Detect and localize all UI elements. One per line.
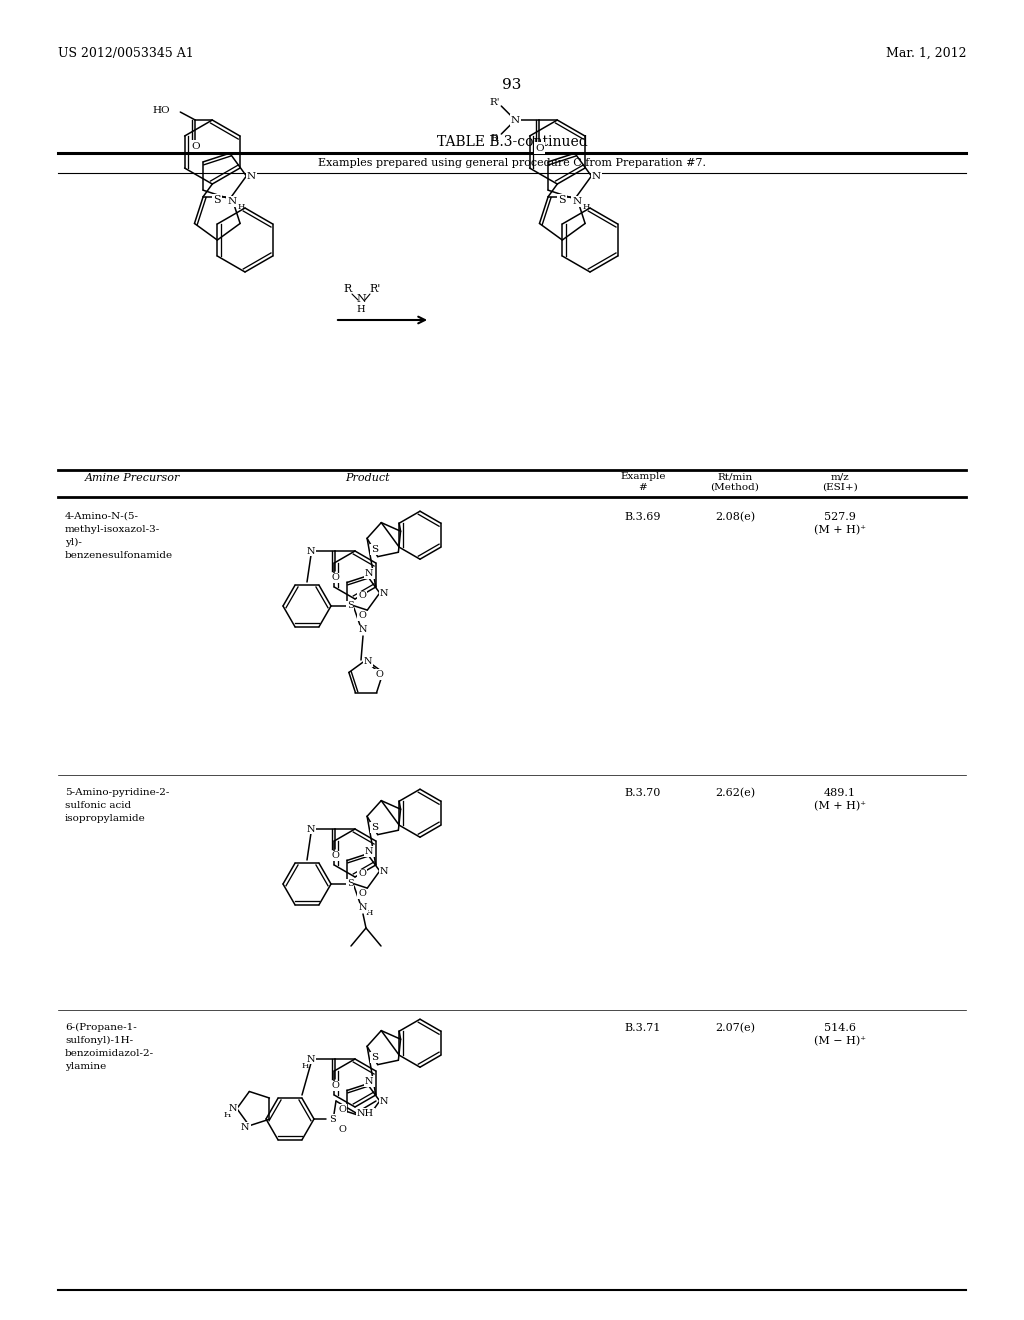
Text: S: S [371,545,378,554]
Text: S: S [558,194,566,205]
Text: N: N [365,569,374,578]
Text: O: O [331,1081,339,1090]
Text: (ESI+): (ESI+) [822,483,858,492]
Text: N: N [307,546,315,556]
Text: (M − H)⁺: (M − H)⁺ [814,1036,866,1047]
Text: (M + H)⁺: (M + H)⁺ [814,525,866,536]
Text: O: O [358,870,366,879]
Text: Rt/min: Rt/min [718,473,753,480]
Text: N: N [228,1104,238,1113]
Text: N: N [356,294,366,304]
Text: B.3.70: B.3.70 [625,788,662,799]
Text: 489.1: 489.1 [824,788,856,799]
Text: O: O [338,1105,346,1114]
Text: O: O [358,591,366,601]
Text: N: N [307,1055,315,1064]
Text: N: N [307,825,315,833]
Text: methyl-isoxazol-3-: methyl-isoxazol-3- [65,525,160,535]
Text: (M + H)⁺: (M + H)⁺ [814,801,866,812]
Text: 2.08(e): 2.08(e) [715,512,755,523]
Text: ylamine: ylamine [65,1063,106,1071]
Text: Examples prepared using general procedure C from Preparation #7.: Examples prepared using general procedur… [318,158,706,168]
Text: N: N [380,589,388,598]
Text: S: S [347,879,353,888]
Text: S: S [371,1053,378,1063]
Text: O: O [358,890,366,899]
Text: N: N [241,1123,250,1133]
Text: H: H [238,203,245,211]
Text: S: S [329,1114,336,1123]
Text: Mar. 1, 2012: Mar. 1, 2012 [886,48,966,59]
Text: H: H [583,203,590,211]
Text: O: O [331,851,339,861]
Text: TABLE B.3-continued: TABLE B.3-continued [436,135,588,149]
Text: 2.07(e): 2.07(e) [715,1023,755,1034]
Text: Example: Example [621,473,666,480]
Text: N: N [358,626,368,635]
Text: yl)-: yl)- [65,539,82,546]
Text: R': R' [370,284,381,294]
Text: O: O [535,144,544,153]
Text: H: H [301,1063,308,1071]
Text: N: N [358,903,368,912]
Text: N: N [365,847,374,857]
Text: N: N [227,198,237,206]
Text: B.3.69: B.3.69 [625,512,662,521]
Text: S: S [347,602,353,610]
Text: N: N [572,198,582,206]
Text: R: R [490,133,498,143]
Text: N: N [592,172,601,181]
Text: m/z: m/z [830,473,849,480]
Text: O: O [190,141,200,150]
Text: N: N [365,1077,374,1086]
Text: 514.6: 514.6 [824,1023,856,1034]
Text: NH: NH [356,1109,374,1118]
Text: S: S [371,822,378,832]
Text: B.3.71: B.3.71 [625,1023,662,1034]
Text: 6-(Propane-1-: 6-(Propane-1- [65,1023,137,1032]
Text: HO: HO [153,106,170,115]
Text: O: O [375,671,383,678]
Text: isopropylamide: isopropylamide [65,814,145,822]
Text: N: N [364,657,373,667]
Text: N: N [380,866,388,875]
Text: O: O [338,1125,346,1134]
Text: benzenesulfonamide: benzenesulfonamide [65,550,173,560]
Text: R': R' [489,98,500,107]
Text: O: O [358,611,366,620]
Text: H: H [366,909,373,917]
Text: R: R [344,284,352,294]
Text: (Method): (Method) [711,483,760,492]
Text: O: O [331,573,339,582]
Text: 527.9: 527.9 [824,512,856,521]
Text: 5-Amino-pyridine-2-: 5-Amino-pyridine-2- [65,788,169,797]
Text: N: N [380,1097,388,1106]
Text: H: H [356,305,366,314]
Text: N: N [511,116,520,124]
Text: S: S [213,194,221,205]
Text: H: H [223,1110,230,1118]
Text: benzoimidazol-2-: benzoimidazol-2- [65,1049,155,1059]
Text: #: # [639,483,647,492]
Text: sulfonyl)-1H-: sulfonyl)-1H- [65,1036,133,1045]
Text: sulfonic acid: sulfonic acid [65,801,131,810]
Text: 2.62(e): 2.62(e) [715,788,755,799]
Text: Product: Product [345,473,389,483]
Text: Amine Precursor: Amine Precursor [85,473,180,483]
Text: 93: 93 [503,78,521,92]
Text: US 2012/0053345 A1: US 2012/0053345 A1 [58,48,194,59]
Text: 4-Amino-N-(5-: 4-Amino-N-(5- [65,512,139,521]
Text: N: N [247,172,256,181]
